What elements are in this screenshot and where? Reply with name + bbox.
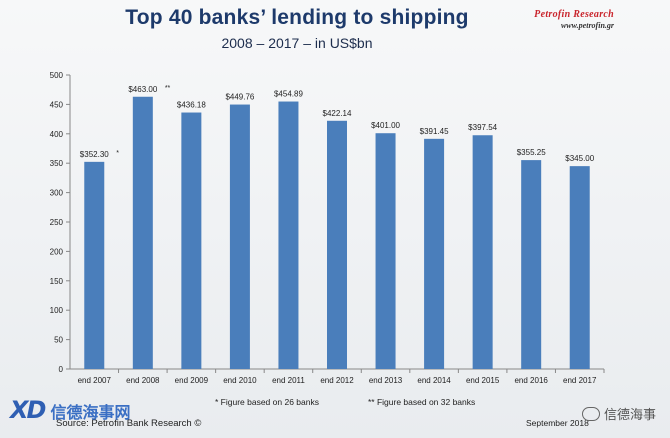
chart-title: Top 40 banks’ lending to shipping: [125, 6, 469, 29]
y-tick-label: 300: [50, 189, 64, 198]
data-label: $397.54: [468, 123, 497, 132]
data-label: $352.30: [80, 150, 109, 159]
footnote-32-banks: ** Figure based on 32 banks: [368, 397, 476, 407]
watermark-right: 信德海事: [581, 404, 656, 423]
x-tick-label: end 2009: [175, 376, 209, 385]
x-tick-label: end 2013: [369, 376, 403, 385]
y-tick-label: 50: [54, 336, 63, 345]
y-tick-label: 0: [59, 365, 64, 374]
watermark-logo: XD: [10, 396, 46, 424]
x-tick-label: end 2012: [320, 376, 354, 385]
bar: [569, 166, 590, 369]
source-note: Source: Petrofin Bank Research ©: [56, 418, 202, 429]
bar: [229, 104, 250, 369]
x-tick-label: end 2008: [126, 376, 160, 385]
watermark-left: XD 信德海事网: [10, 396, 130, 424]
x-tick-label: end 2011: [272, 376, 305, 385]
data-label: $355.25: [517, 148, 546, 157]
data-label: $454.89: [274, 90, 303, 99]
data-label: $463.00: [128, 85, 157, 94]
x-tick-label: end 2015: [466, 376, 500, 385]
bar: [472, 135, 493, 369]
footnote-26-banks: * Figure based on 26 banks: [215, 397, 319, 407]
y-tick-label: 500: [50, 71, 64, 80]
y-tick-label: 450: [50, 100, 64, 109]
data-label-footnote-mark: *: [116, 150, 119, 157]
publication-date: September 2018: [526, 418, 589, 428]
bar: [424, 138, 445, 369]
bar: [521, 160, 542, 369]
bar: [181, 112, 202, 370]
x-tick-label: end 2007: [78, 376, 112, 385]
y-tick-label: 100: [50, 306, 64, 315]
watermark-text: 信德海事网: [50, 403, 131, 422]
y-tick-label: 400: [50, 130, 64, 139]
watermark-right-text: 信德海事: [603, 408, 656, 423]
y-tick-label: 150: [50, 277, 64, 286]
bar: [132, 96, 153, 370]
data-label: $401.00: [371, 121, 400, 130]
chat-bubble-icon: [581, 407, 600, 421]
bar: [278, 101, 299, 369]
bar: [84, 161, 105, 369]
y-tick-label: 350: [50, 159, 64, 168]
y-tick-label: 200: [50, 247, 64, 256]
data-label-footnote-mark: **: [165, 85, 171, 92]
chart-subtitle: 2008 – 2017 – in US$bn: [221, 35, 373, 51]
x-tick-label: end 2017: [563, 376, 597, 385]
bar: [327, 120, 347, 369]
x-tick-label: end 2014: [417, 376, 451, 385]
brand-name: Petrofin Research: [534, 9, 614, 20]
bar: [375, 133, 396, 369]
x-tick-label: end 2010: [223, 376, 257, 385]
data-label: $345.00: [565, 154, 594, 163]
x-tick-label: end 2016: [514, 376, 548, 385]
brand-website: www.petrofin.gr: [560, 21, 614, 30]
data-label: $391.45: [420, 127, 449, 136]
data-label: $422.14: [323, 109, 352, 118]
brand-logo: Petrofin Research www.petrofin.gr: [534, 9, 614, 30]
data-label: $436.18: [177, 101, 206, 110]
y-tick-label: 250: [50, 218, 64, 227]
data-label: $449.76: [225, 93, 254, 102]
